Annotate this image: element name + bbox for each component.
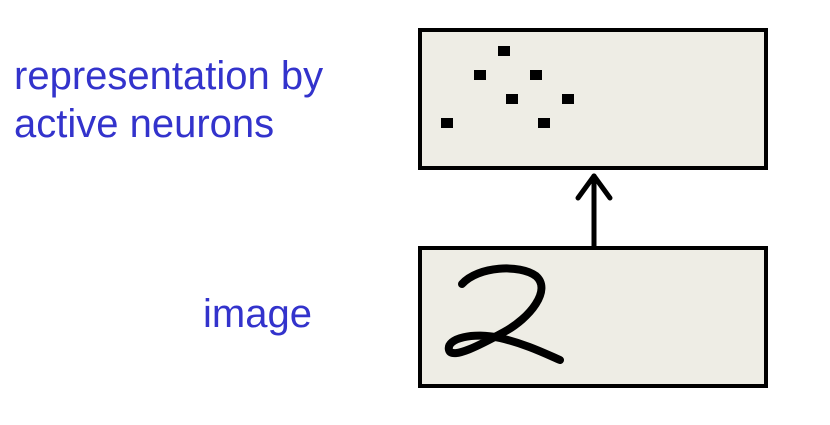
representation-label-line1: representation by: [14, 54, 324, 98]
image-label: image: [203, 292, 312, 336]
representation-label: representation by active neurons: [14, 52, 323, 148]
image-box: [418, 246, 768, 388]
neuron-dot: [506, 94, 518, 104]
arrow-head: [575, 173, 613, 201]
active-neurons: [441, 46, 574, 128]
neuron-dot: [538, 118, 550, 128]
neuron-dot: [562, 94, 574, 104]
neuron-dot: [474, 70, 486, 80]
representation-label-line2: active neurons: [14, 102, 275, 146]
neuron-dot: [441, 118, 453, 128]
neuron-dot: [530, 70, 542, 80]
neuron-dot: [498, 46, 510, 56]
representation-box: [418, 28, 768, 170]
up-arrow-icon: [575, 173, 613, 249]
handwritten-digit-two: [444, 264, 564, 364]
